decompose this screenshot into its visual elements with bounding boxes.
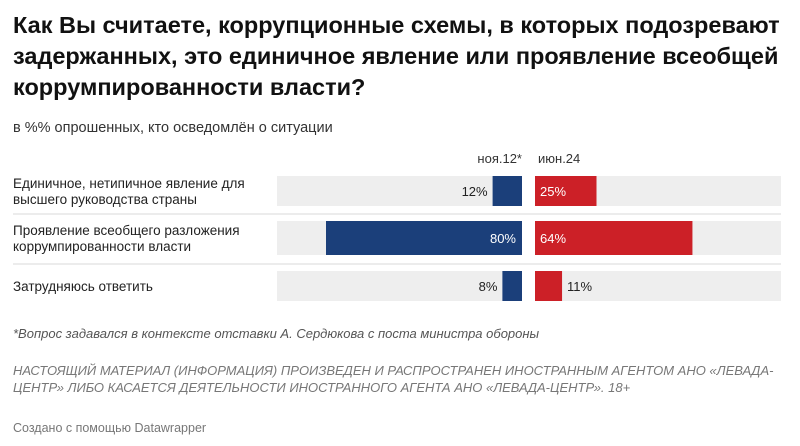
- data-label-series-2: 11%: [567, 279, 592, 294]
- bar-series-2: [535, 271, 563, 301]
- bar-track-series-1: [277, 271, 522, 301]
- data-label-series-1: 80%: [490, 231, 516, 246]
- bar-series-2: [535, 221, 693, 255]
- chart-subtitle: в %% опрошенных, кто осведомлён о ситуац…: [13, 120, 333, 136]
- chart-title: Как Вы считаете, коррупционные схемы, в …: [13, 12, 780, 100]
- bar-track-series-1: [277, 176, 522, 206]
- data-label-series-1: 12%: [462, 184, 488, 199]
- bar-series-1: [326, 221, 522, 255]
- foreign-agent-disclaimer: НАСТОЯЩИЙ МАТЕРИАЛ (ИНФОРМАЦИЯ) ПРОИЗВЕД…: [13, 363, 774, 395]
- bar-series-1: [502, 271, 522, 301]
- data-label-series-2: 25%: [540, 184, 566, 199]
- footnote: *Вопрос задавался в контексте отставки А…: [13, 326, 540, 341]
- legend-series-2: июн.24: [538, 151, 580, 166]
- category-label: Проявление всеобщего разложения коррумпир…: [13, 223, 240, 254]
- legend-series-1: ноя.12*: [477, 151, 522, 166]
- category-label: Единичное, нетипичное явление для высшего…: [13, 176, 245, 207]
- data-label-series-2: 64%: [540, 231, 566, 246]
- category-label: Затрудняюсь ответить: [13, 279, 153, 294]
- bar-track-series-2: [535, 271, 781, 301]
- bar-series-2: [535, 176, 597, 206]
- datawrapper-credit: Создано с помощью Datawrapper: [13, 421, 207, 435]
- bar-series-1: [492, 176, 522, 206]
- data-label-series-1: 8%: [479, 279, 498, 294]
